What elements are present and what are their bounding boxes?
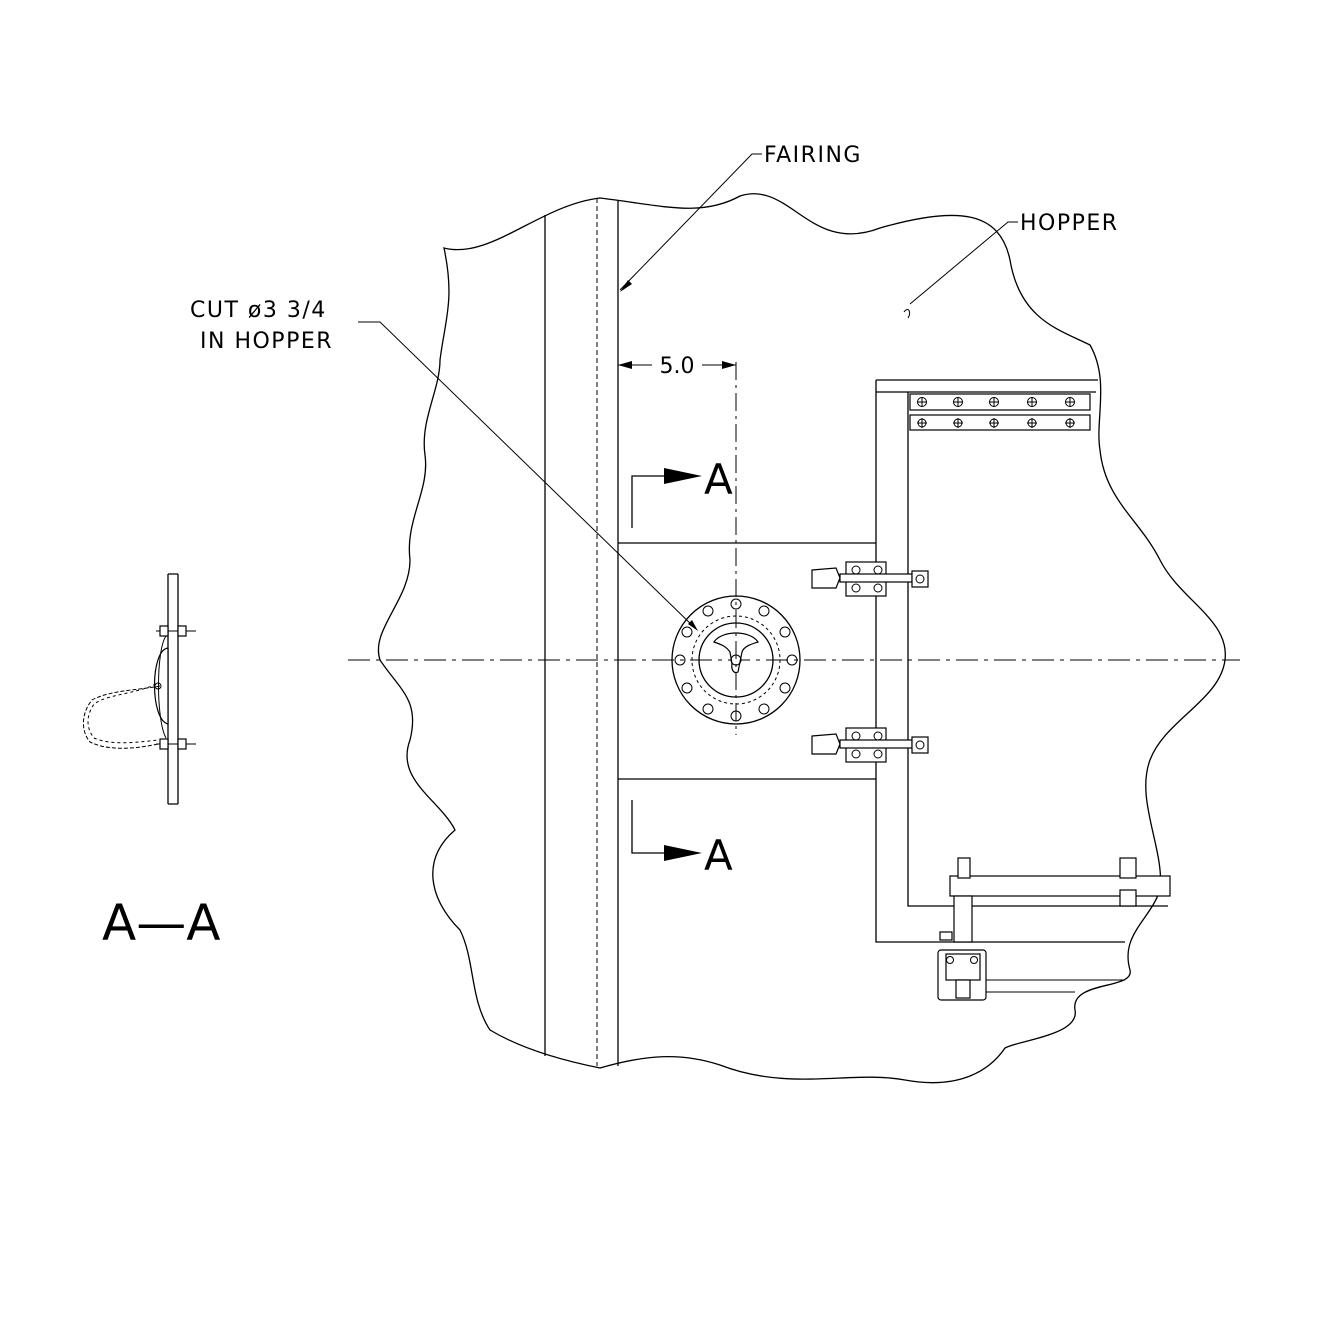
cut-label-line2: IN HOPPER — [200, 329, 333, 354]
hinge-screws — [917, 397, 1075, 428]
section-marker-bottom — [631, 800, 702, 861]
cut-leader — [358, 321, 698, 631]
section-title: A—A — [102, 894, 220, 952]
latch-upper — [811, 561, 929, 597]
hopper-leader — [903, 221, 1018, 319]
hinge-strip-top — [909, 393, 1091, 411]
panel-frame-outer — [875, 379, 1125, 943]
fairing-label: FAIRING — [764, 143, 862, 168]
fairing-leader — [619, 153, 762, 292]
section-marker-top-letter: A — [704, 455, 733, 504]
dimension-value: 5.0 — [660, 354, 695, 379]
panel-frame-inner — [907, 392, 1168, 907]
latch-lower — [811, 727, 929, 763]
hopper-label: HOPPER — [1020, 211, 1119, 236]
section-view-a-a — [83, 573, 196, 805]
cut-label-line1: CUT ø3 3/4 — [190, 298, 327, 323]
hinge-strip-bottom — [909, 414, 1091, 431]
bottom-bracket — [937, 857, 1171, 1001]
section-marker-top — [631, 468, 702, 528]
break-line-outline — [377, 193, 1226, 1084]
section-marker-bottom-letter: A — [704, 831, 733, 880]
dimension-5-0 — [618, 361, 736, 369]
